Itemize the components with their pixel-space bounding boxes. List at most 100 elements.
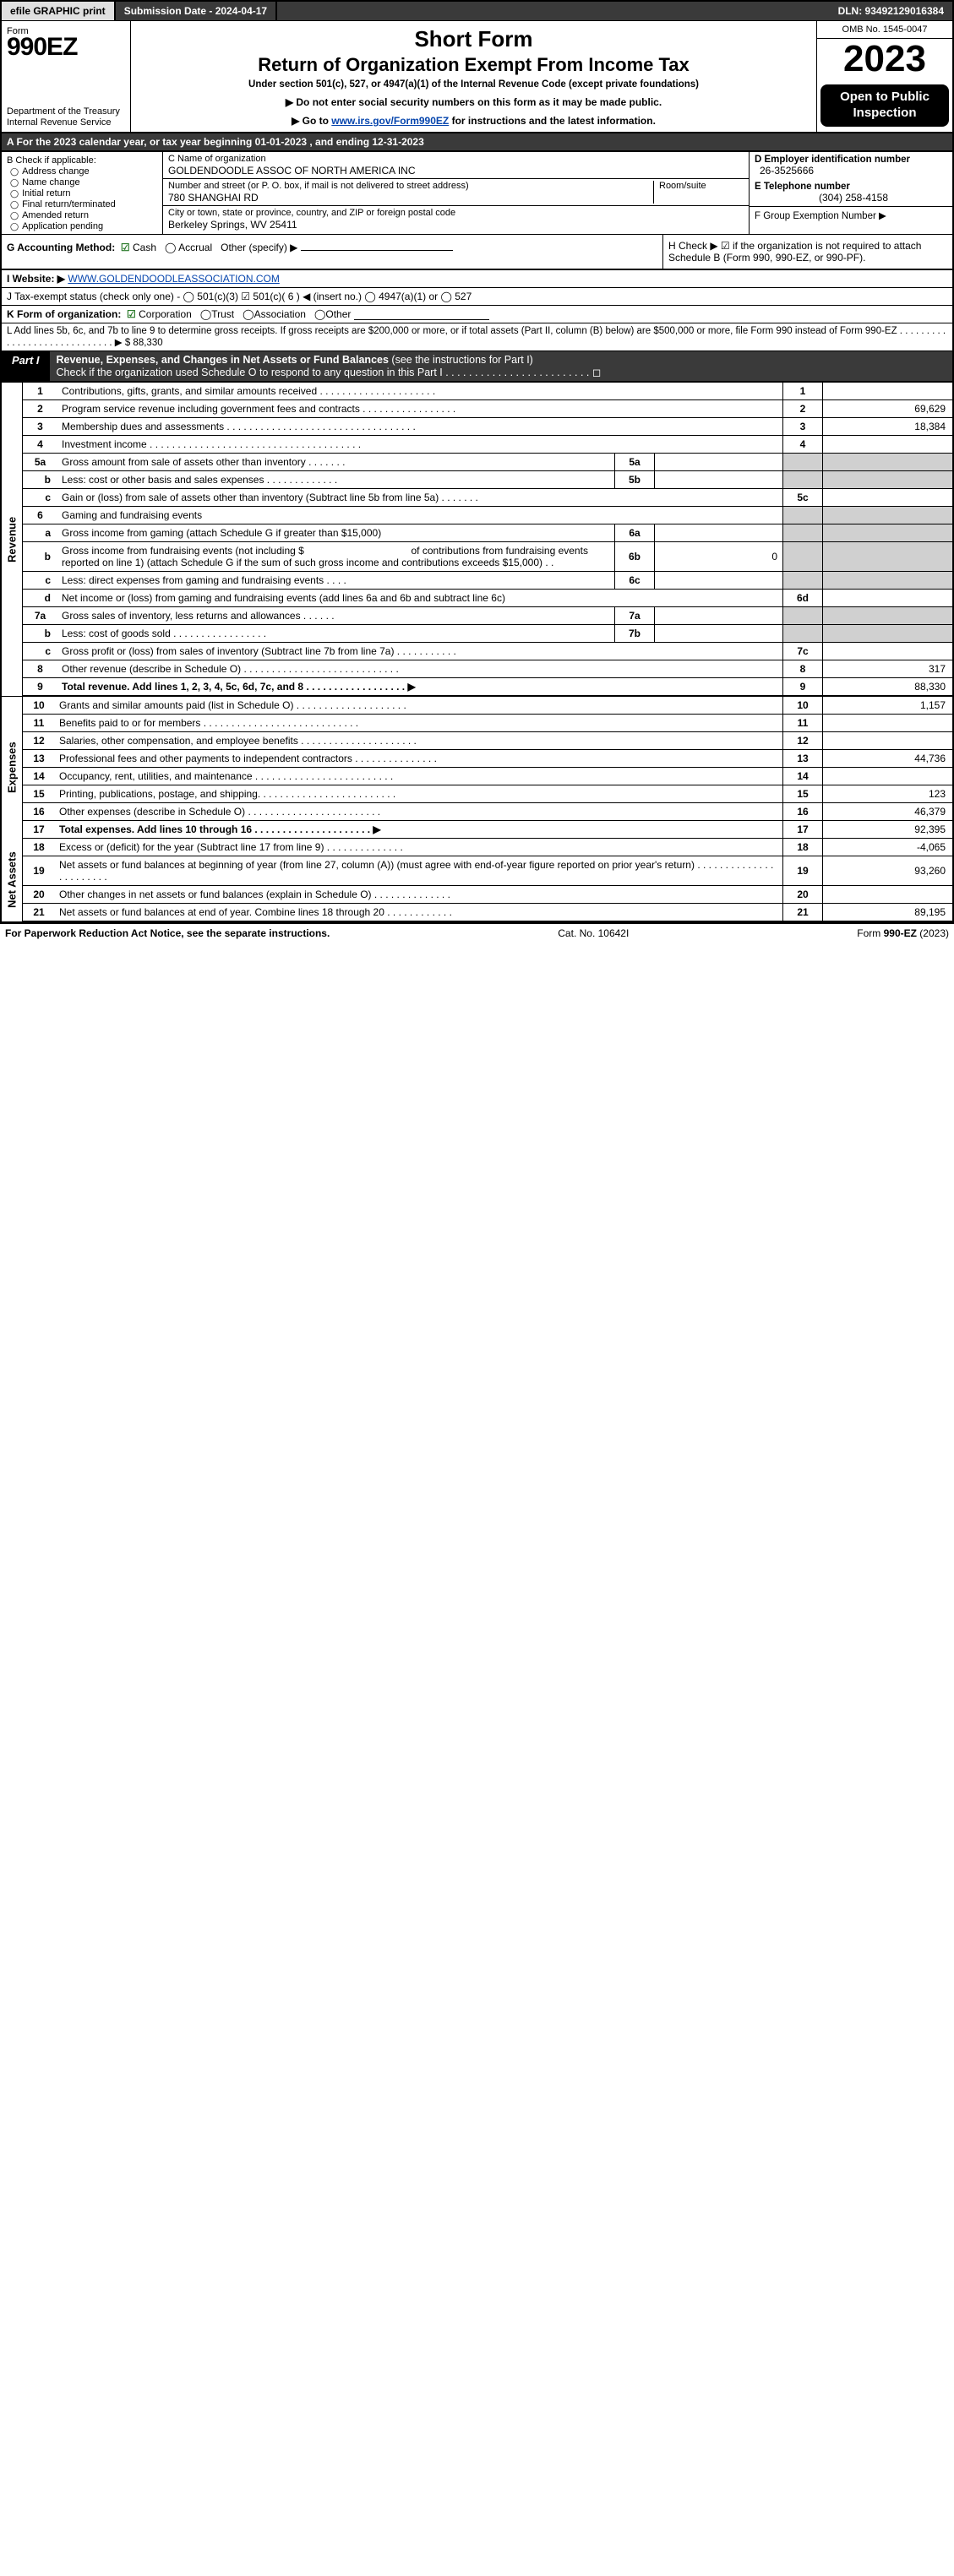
expenses-section: Expenses 10Grants and similar amounts pa… xyxy=(0,696,954,839)
efile-print-button[interactable]: efile GRAPHIC print xyxy=(2,2,116,20)
table-row: 5aGross amount from sale of assets other… xyxy=(23,454,953,471)
table-row: 4Investment income . . . . . . . . . . .… xyxy=(23,436,953,454)
col-b: B Check if applicable: Address change Na… xyxy=(2,152,163,234)
page-footer: For Paperwork Reduction Act Notice, see … xyxy=(0,922,954,943)
part-1-header: Part I Revenue, Expenses, and Changes in… xyxy=(0,351,954,383)
f-group-exemption-label: F Group Exemption Number ▶ xyxy=(755,211,886,221)
table-row: 11Benefits paid to or for members . . . … xyxy=(23,715,953,732)
form-header: Form 990EZ Department of the Treasury In… xyxy=(0,20,954,133)
warning-line: ▶ Do not enter social security numbers o… xyxy=(139,96,808,108)
table-row: 1Contributions, gifts, grants, and simil… xyxy=(23,383,953,400)
table-row: 15Printing, publications, postage, and s… xyxy=(23,785,953,803)
dln-label: DLN: 93492129016384 xyxy=(830,2,952,20)
department-label: Department of the Treasury Internal Reve… xyxy=(7,106,125,128)
table-row: bLess: cost of goods sold . . . . . . . … xyxy=(23,625,953,643)
table-row: dNet income or (loss) from gaming and fu… xyxy=(23,590,953,607)
row-g-left: G Accounting Method: ☑ Cash ◯ Accrual Ot… xyxy=(2,235,662,269)
g-label: G Accounting Method: xyxy=(7,242,115,253)
open-to-public-badge: Open to Public Inspection xyxy=(820,84,949,127)
footer-right: Form 990-EZ (2023) xyxy=(857,927,949,939)
table-row: 7aGross sales of inventory, less returns… xyxy=(23,607,953,625)
d-ein-label: D Employer identification number xyxy=(755,155,910,165)
checkbox-cash-icon[interactable]: ☑ xyxy=(121,242,130,253)
irs-link[interactable]: www.irs.gov/Form990EZ xyxy=(331,115,449,127)
submission-date-button[interactable]: Submission Date - 2024-04-17 xyxy=(116,2,277,20)
row-g: G Accounting Method: ☑ Cash ◯ Accrual Ot… xyxy=(0,235,954,270)
table-row: 12Salaries, other compensation, and empl… xyxy=(23,732,953,750)
header-right: OMB No. 1545-0047 2023 Open to Public In… xyxy=(816,21,952,132)
g-other: Other (specify) ▶ xyxy=(221,242,297,253)
part-1-checkline: Check if the organization used Schedule … xyxy=(57,367,602,378)
g-accrual: Accrual xyxy=(178,242,212,253)
k-assoc: Association xyxy=(254,308,306,320)
row-l: L Add lines 5b, 6c, and 7b to line 9 to … xyxy=(0,323,954,351)
e-phone-label: E Telephone number xyxy=(755,182,850,192)
expenses-side-label: Expenses xyxy=(2,697,23,839)
col-c: C Name of organization GOLDENDOODLE ASSO… xyxy=(163,152,749,234)
table-row: 13Professional fees and other payments t… xyxy=(23,750,953,768)
row-i: I Website: ▶ WWW.GOLDENDOODLEASSOCIATION… xyxy=(0,270,954,288)
table-row: 2Program service revenue including gover… xyxy=(23,400,953,418)
revenue-table: 1Contributions, gifts, grants, and simil… xyxy=(23,383,954,696)
table-row: 21Net assets or fund balances at end of … xyxy=(23,904,953,921)
checkbox-address-change[interactable]: Address change xyxy=(10,166,157,177)
topbar-left: efile GRAPHIC print Submission Date - 20… xyxy=(2,2,277,20)
footer-left: For Paperwork Reduction Act Notice, see … xyxy=(5,927,330,939)
col-b-title: B Check if applicable: xyxy=(7,155,157,166)
checkbox-name-change[interactable]: Name change xyxy=(10,177,157,187)
org-address: 780 SHANGHAI RD xyxy=(168,192,653,204)
table-row: bLess: cost or other basis and sales exp… xyxy=(23,471,953,489)
row-a-calendar-year: A For the 2023 calendar year, or tax yea… xyxy=(0,133,954,152)
k-other: Other xyxy=(325,308,351,320)
row-k: K Form of organization: ☑ Corporation ◯ … xyxy=(0,306,954,323)
block-bcdef: B Check if applicable: Address change Na… xyxy=(0,152,954,235)
c-name-label: C Name of organization xyxy=(168,154,744,164)
table-row: cGross profit or (loss) from sales of in… xyxy=(23,643,953,660)
rows-ijk: I Website: ▶ WWW.GOLDENDOODLEASSOCIATION… xyxy=(0,270,954,323)
part-1-title: Revenue, Expenses, and Changes in Net As… xyxy=(50,351,608,381)
table-row: 16Other expenses (describe in Schedule O… xyxy=(23,803,953,821)
c-city-label: City or town, state or province, country… xyxy=(168,208,744,218)
table-row-total: 9Total revenue. Add lines 1, 2, 3, 4, 5c… xyxy=(23,678,953,696)
table-row-total: 17Total expenses. Add lines 10 through 1… xyxy=(23,821,953,839)
checkbox-final-return[interactable]: Final return/terminated xyxy=(10,199,157,209)
checkbox-initial-return[interactable]: Initial return xyxy=(10,188,157,198)
table-row: 3Membership dues and assessments . . . .… xyxy=(23,418,953,436)
e-phone-value: (304) 258-4158 xyxy=(755,192,947,204)
header-center: Short Form Return of Organization Exempt… xyxy=(131,21,816,132)
row-h: H Check ▶ ☑ if the organization is not r… xyxy=(662,235,952,269)
checkbox-application-pending[interactable]: Application pending xyxy=(10,221,157,231)
tax-year: 2023 xyxy=(817,39,952,83)
form-number: 990EZ xyxy=(7,33,125,62)
revenue-side-label: Revenue xyxy=(2,383,23,696)
org-city: Berkeley Springs, WV 25411 xyxy=(168,219,744,231)
row-j: J Tax-exempt status (check only one) - ◯… xyxy=(0,288,954,306)
short-form-title: Short Form xyxy=(139,26,808,52)
table-row: cGain or (loss) from sale of assets othe… xyxy=(23,489,953,507)
c-addr-label: Number and street (or P. O. box, if mail… xyxy=(168,181,653,191)
goto-post: for instructions and the latest informat… xyxy=(449,115,656,127)
top-bar: efile GRAPHIC print Submission Date - 20… xyxy=(0,0,954,20)
goto-line: ▶ Go to www.irs.gov/Form990EZ for instru… xyxy=(139,115,808,127)
footer-center: Cat. No. 10642I xyxy=(558,927,629,939)
net-assets-side-label: Net Assets xyxy=(2,839,23,921)
table-row: cLess: direct expenses from gaming and f… xyxy=(23,572,953,590)
net-assets-table: 18Excess or (deficit) for the year (Subt… xyxy=(23,839,954,921)
website-link[interactable]: WWW.GOLDENDOODLEASSOCIATION.COM xyxy=(68,273,279,285)
checkbox-corp-icon[interactable]: ☑ xyxy=(127,308,136,320)
k-trust: Trust xyxy=(211,308,234,320)
part-1-tag: Part I xyxy=(2,351,50,381)
room-suite-label: Room/suite xyxy=(659,181,744,191)
checkbox-amended-return[interactable]: Amended return xyxy=(10,210,157,220)
omb-number: OMB No. 1545-0047 xyxy=(817,21,952,39)
table-row: 8Other revenue (describe in Schedule O) … xyxy=(23,660,953,678)
goto-pre: ▶ Go to xyxy=(292,115,331,127)
org-name: GOLDENDOODLE ASSOC OF NORTH AMERICA INC xyxy=(168,165,744,177)
table-row: 18Excess or (deficit) for the year (Subt… xyxy=(23,839,953,856)
table-row: aGross income from gaming (attach Schedu… xyxy=(23,524,953,542)
table-row: 14Occupancy, rent, utilities, and mainte… xyxy=(23,768,953,785)
k-label: K Form of organization: xyxy=(7,308,121,320)
table-row: bGross income from fundraising events (n… xyxy=(23,542,953,572)
d-ein-value: 26-3525666 xyxy=(755,165,947,177)
expenses-table: 10Grants and similar amounts paid (list … xyxy=(23,697,954,839)
